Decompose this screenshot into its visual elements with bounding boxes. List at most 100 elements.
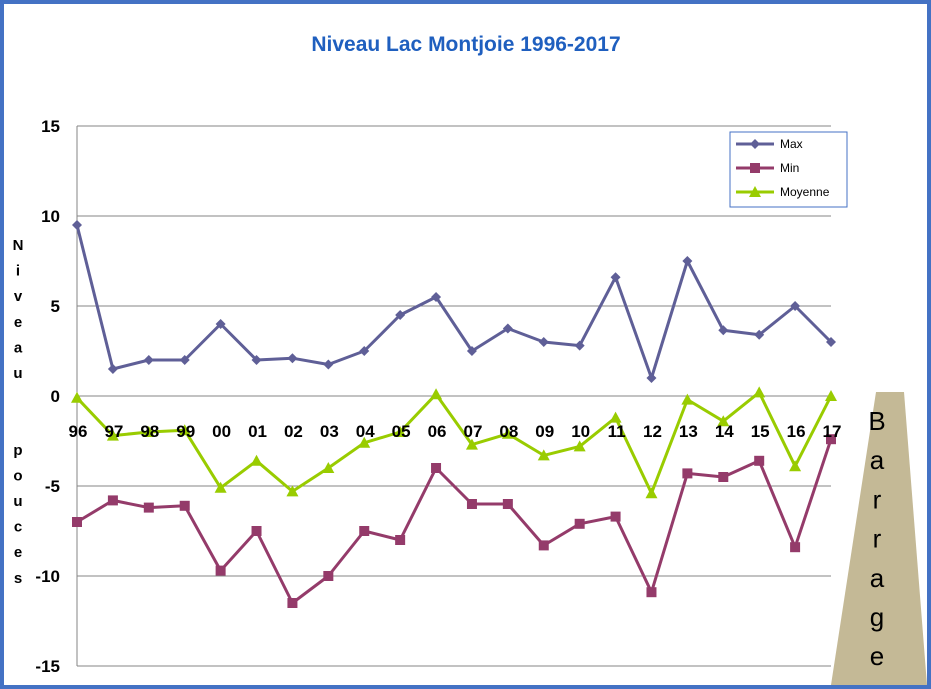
data-point: [609, 411, 622, 423]
data-point: [143, 502, 154, 513]
data-point: [106, 429, 119, 441]
x-tick-label: 05: [392, 422, 411, 441]
data-point: [749, 186, 761, 197]
series-min: [72, 434, 836, 608]
x-tick-label: 96: [69, 422, 88, 441]
y-tick-label: -10: [35, 567, 60, 586]
data-point: [717, 415, 730, 427]
barrage-shape: [831, 392, 927, 685]
y-axis-label-char: c: [14, 519, 22, 536]
x-tick-label: 99: [176, 422, 195, 441]
data-point: [72, 517, 82, 527]
x-tick-label: 06: [428, 422, 447, 441]
data-point: [790, 301, 801, 311]
x-tick-label: 10: [571, 422, 590, 441]
y-tick-label: 15: [41, 117, 60, 136]
x-tick-label: 00: [212, 422, 231, 441]
data-point: [466, 346, 477, 356]
legend-label: Min: [780, 161, 799, 175]
data-point: [682, 468, 693, 479]
series-group: [71, 220, 837, 608]
data-point: [215, 565, 226, 576]
y-tick-label: -5: [45, 477, 60, 496]
y-axis-label-char: e: [14, 314, 22, 331]
y-tick-label: 5: [51, 297, 60, 316]
legend-item-moyenne: Moyenne: [736, 185, 830, 199]
data-point: [682, 256, 693, 266]
legend-item-max: Max: [736, 137, 803, 151]
gridlines: [76, 125, 831, 667]
y-axis-label-char: p: [13, 442, 22, 459]
legend-item-min: Min: [736, 161, 799, 175]
data-point: [107, 495, 118, 506]
data-point: [214, 481, 227, 493]
chart-svg: Niveau Lac Montjoie 1996-2017 Niveaupouc…: [13, 33, 927, 685]
x-tick-label: 01: [248, 422, 267, 441]
series-line: [75, 224, 833, 380]
data-point: [750, 163, 760, 173]
y-tick-label: -15: [35, 657, 60, 676]
data-point: [323, 359, 334, 370]
x-tick-label: 15: [751, 422, 770, 441]
data-point: [790, 542, 801, 553]
data-point: [359, 346, 370, 356]
data-point: [395, 535, 406, 545]
data-point: [610, 272, 621, 283]
y-tick-labels: 15 10 5 0 -5 -10 -15: [35, 117, 60, 676]
data-point: [287, 353, 298, 364]
y-axis-label-char: a: [14, 339, 23, 356]
data-point: [431, 463, 442, 473]
data-point: [178, 424, 191, 436]
data-point: [645, 487, 658, 499]
data-point: [143, 355, 154, 365]
x-tick-label: 16: [787, 422, 806, 441]
x-tick-label: 04: [356, 422, 375, 441]
y-tick-label: 10: [41, 207, 60, 226]
data-point: [501, 427, 514, 439]
data-point: [754, 455, 765, 466]
data-point: [286, 485, 299, 497]
data-point: [646, 373, 657, 383]
barrage-letter: r: [873, 524, 882, 554]
data-point: [789, 460, 802, 472]
y-axis-label-char: e: [14, 544, 22, 561]
x-tick-label: 09: [535, 422, 554, 441]
data-point: [251, 355, 262, 365]
series-max: [72, 220, 836, 383]
y-axis-label-char: s: [14, 570, 22, 587]
x-tick-label: 13: [679, 422, 698, 441]
data-point: [753, 386, 766, 398]
chart-title: Niveau Lac Montjoie 1996-2017: [311, 33, 620, 56]
data-point: [251, 526, 262, 536]
barrage-letter: r: [873, 484, 882, 514]
y-axis-label-char: v: [14, 288, 23, 305]
series-moyenne: [71, 386, 837, 499]
barrage-letter: B: [868, 406, 885, 436]
data-point: [250, 454, 263, 466]
data-point: [322, 462, 335, 473]
x-tick-label: 03: [320, 422, 339, 441]
x-tick-label: 02: [284, 422, 303, 441]
y-axis-label-char: N: [13, 237, 24, 254]
data-point: [574, 518, 585, 529]
data-point: [750, 139, 760, 149]
x-tick-label: 08: [499, 422, 518, 441]
data-point: [358, 436, 371, 448]
series-line: [75, 390, 833, 495]
data-point: [646, 587, 657, 598]
data-point: [826, 434, 836, 445]
data-point: [431, 292, 442, 302]
x-tick-label: 97: [104, 422, 123, 441]
data-point: [107, 364, 118, 374]
data-point: [573, 440, 586, 452]
data-point: [215, 319, 226, 329]
data-point: [537, 449, 550, 461]
data-point: [395, 310, 406, 320]
x-tick-label: 17: [823, 422, 842, 441]
data-point: [323, 571, 334, 581]
x-tick-label: 14: [715, 422, 734, 441]
data-point: [72, 220, 82, 230]
